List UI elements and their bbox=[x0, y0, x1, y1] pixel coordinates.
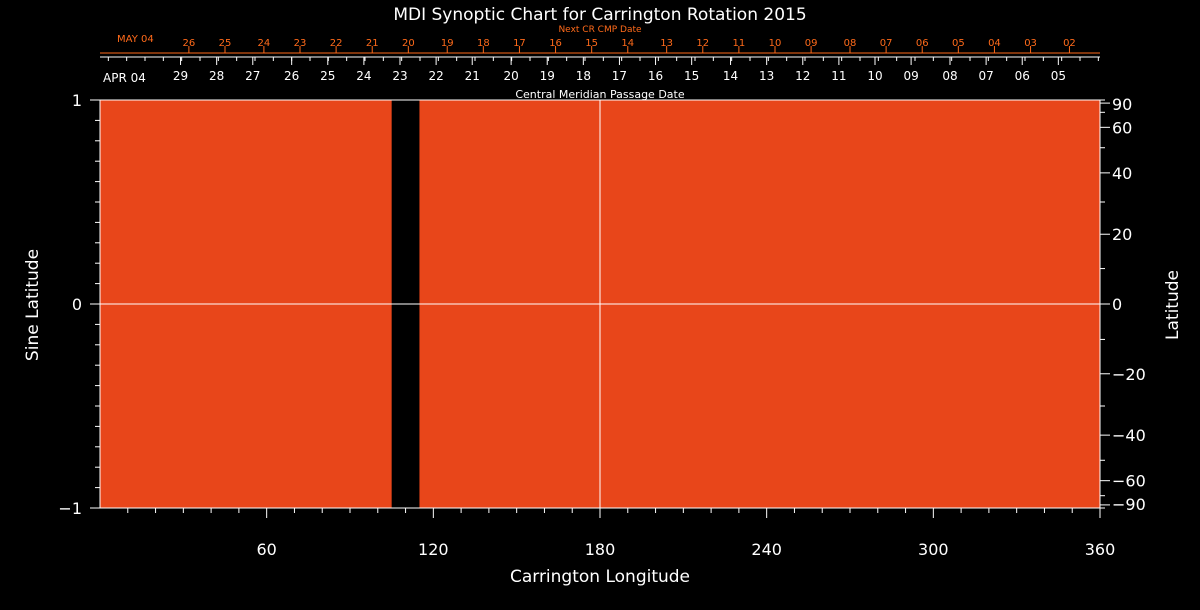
next-cr-date-label: 25 bbox=[219, 38, 232, 49]
cmp-date-label: 14 bbox=[723, 69, 738, 83]
y-left-tick-label: −1 bbox=[58, 499, 82, 518]
x-axis-label: Carrington Longitude bbox=[510, 567, 690, 587]
y-right-tick-label: −60 bbox=[1112, 472, 1146, 491]
next-cr-caption: Next CR CMP Date bbox=[558, 25, 642, 35]
cmp-date-label: 05 bbox=[1051, 69, 1066, 83]
y-right-tick-label: 0 bbox=[1112, 295, 1122, 314]
cmp-caption: Central Meridian Passage Date bbox=[515, 88, 684, 101]
next-cr-date-label: 15 bbox=[585, 38, 598, 49]
next-cr-date-label: 26 bbox=[183, 38, 196, 49]
next-cr-date-label: 19 bbox=[441, 38, 454, 49]
cmp-date-label: 10 bbox=[867, 69, 882, 83]
cmp-date-label: 24 bbox=[356, 69, 371, 83]
chart-title: MDI Synoptic Chart for Carrington Rotati… bbox=[393, 5, 806, 25]
cmp-date-label: 18 bbox=[576, 69, 591, 83]
y-right-tick-label: 60 bbox=[1112, 118, 1132, 137]
next-cr-date-label: 08 bbox=[844, 38, 857, 49]
y-right-tick-label: 40 bbox=[1112, 164, 1132, 183]
next-cr-date-label: 16 bbox=[549, 38, 562, 49]
x-axis-ticks: 60 120 180 240 300 360 bbox=[127, 508, 1116, 559]
next-cr-date-label: 21 bbox=[366, 38, 379, 49]
next-cr-date-label: 09 bbox=[805, 38, 818, 49]
y-axis-right-ticks: 90 60 40 20 0 −20 −40 −60 −90 bbox=[1100, 95, 1146, 514]
y-axis-right-label: Latitude bbox=[1163, 270, 1183, 340]
cmp-date-label: 07 bbox=[978, 69, 993, 83]
next-cr-date-label: 20 bbox=[402, 38, 415, 49]
next-cr-ticks: 26 25 24 23 22 21 20 19 18 17 16 15 14 13 12 11 10 09 08 07… bbox=[183, 38, 1076, 53]
y-right-tick-label: 90 bbox=[1112, 95, 1132, 114]
y-left-tick-label: 0 bbox=[72, 295, 82, 314]
next-cr-date-label: 05 bbox=[952, 38, 965, 49]
next-cr-date-label: 02 bbox=[1063, 38, 1076, 49]
next-cr-date-label: 23 bbox=[294, 38, 307, 49]
next-cr-date-label: 11 bbox=[733, 38, 746, 49]
x-tick-label: 180 bbox=[585, 540, 616, 559]
cmp-date-label: 22 bbox=[428, 69, 443, 83]
cmp-date-label: 23 bbox=[392, 69, 407, 83]
next-cr-start-label: MAY 04 bbox=[117, 34, 154, 45]
cmp-start-label: APR 04 bbox=[103, 71, 146, 85]
cmp-date-label: 06 bbox=[1015, 69, 1030, 83]
y-right-tick-label: −40 bbox=[1112, 426, 1146, 445]
y-right-tick-label: −90 bbox=[1112, 495, 1146, 514]
x-tick-label: 300 bbox=[918, 540, 949, 559]
cmp-date-label: 20 bbox=[503, 69, 518, 83]
y-axis-left-ticks: 1 0 −1 bbox=[58, 91, 100, 518]
cmp-date-label: 19 bbox=[540, 69, 555, 83]
next-cr-date-label: 03 bbox=[1024, 38, 1037, 49]
next-cr-date-label: 17 bbox=[513, 38, 526, 49]
cmp-date-label: 16 bbox=[648, 69, 663, 83]
cmp-date-label: 11 bbox=[831, 69, 846, 83]
cmp-date-label: 13 bbox=[759, 69, 774, 83]
cmp-date-label: 09 bbox=[903, 69, 918, 83]
next-cr-date-label: 24 bbox=[258, 38, 271, 49]
cmp-date-label: 08 bbox=[942, 69, 957, 83]
next-cr-date-label: 07 bbox=[880, 38, 893, 49]
cmp-date-label: 25 bbox=[320, 69, 335, 83]
y-right-tick-label: −20 bbox=[1112, 365, 1146, 384]
next-cr-date-label: 12 bbox=[696, 38, 709, 49]
next-cr-date-label: 10 bbox=[769, 38, 782, 49]
cmp-date-label: 12 bbox=[795, 69, 810, 83]
plot-area bbox=[99, 99, 1101, 509]
cmp-date-label: 29 bbox=[173, 69, 188, 83]
next-cr-date-label: 06 bbox=[916, 38, 929, 49]
cmp-date-label: 26 bbox=[284, 69, 299, 83]
cmp-ticks: 29 28 27 26 25 24 23 22 21 20 19 18 17 16 15 14 13 12 11 10… bbox=[107, 57, 1099, 83]
next-cr-date-label: 13 bbox=[660, 38, 673, 49]
y-axis-left-label: Sine Latitude bbox=[23, 249, 43, 361]
x-tick-label: 240 bbox=[751, 540, 782, 559]
cmp-date-label: 27 bbox=[245, 69, 260, 83]
next-cr-date-label: 22 bbox=[330, 38, 343, 49]
x-tick-label: 60 bbox=[256, 540, 276, 559]
y-right-tick-label: 20 bbox=[1112, 225, 1132, 244]
x-tick-label: 360 bbox=[1085, 540, 1116, 559]
next-cr-date-label: 18 bbox=[477, 38, 490, 49]
cmp-date-label: 17 bbox=[612, 69, 627, 83]
next-cr-date-label: 14 bbox=[621, 38, 634, 49]
cmp-date-label: 15 bbox=[684, 69, 699, 83]
y-left-tick-label: 1 bbox=[72, 91, 82, 110]
next-cr-date-label: 04 bbox=[988, 38, 1001, 49]
cmp-date-label: 21 bbox=[465, 69, 480, 83]
x-tick-label: 120 bbox=[418, 540, 449, 559]
cmp-date-label: 28 bbox=[209, 69, 224, 83]
